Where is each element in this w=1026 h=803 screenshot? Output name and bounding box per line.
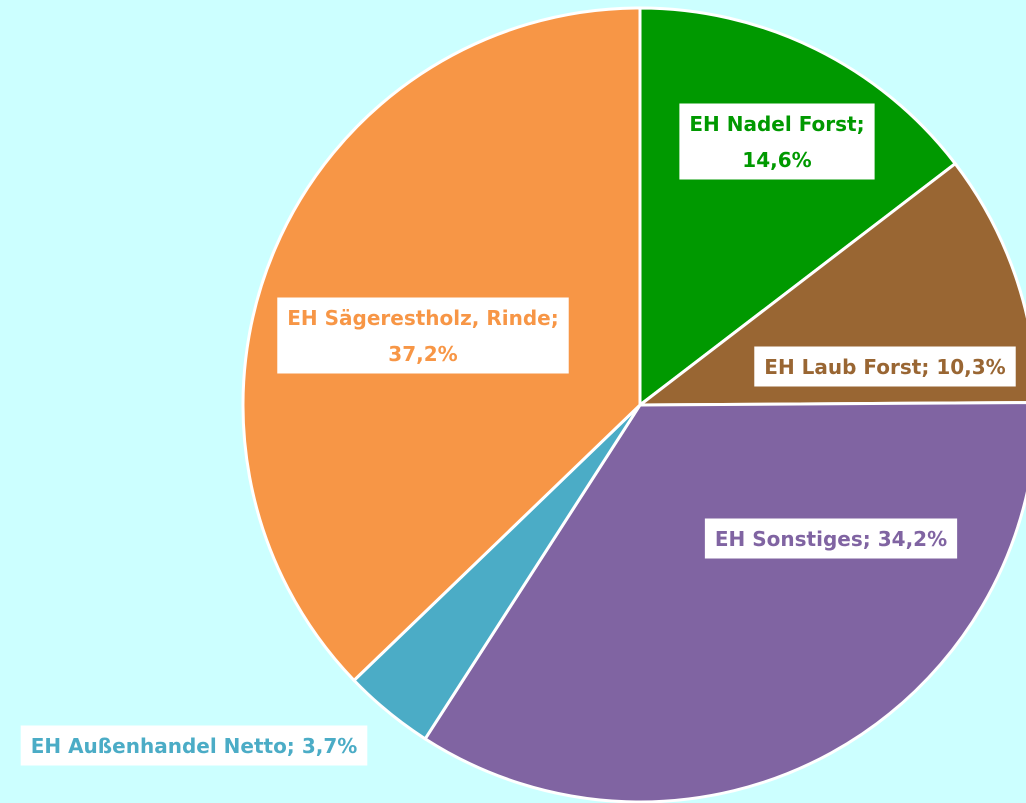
label-text: EH Sonstiges; 34,2% <box>715 527 947 551</box>
pie-slice <box>635 161 1026 407</box>
label-category: EH Sägerestholz, Rinde; <box>287 306 558 330</box>
label-category: EH Laub Forst; <box>764 355 929 379</box>
label-text: EH Sägerestholz, Rinde; 37,2% <box>287 306 558 366</box>
label-text: EH Laub Forst; 10,3% <box>764 355 1005 379</box>
label-value: 14,6% <box>742 148 811 172</box>
label-text: EH Außenhandel Netto; 3,7% <box>31 734 358 758</box>
label-category: EH Sonstiges; <box>715 527 871 551</box>
label-box <box>754 346 1016 387</box>
label-value: 34,2% <box>878 527 947 551</box>
label-box <box>704 518 958 559</box>
label-value: 10,3% <box>936 355 1005 379</box>
label-value: 37,2% <box>388 342 457 366</box>
data-label: EH Sägerestholz, Rinde; 37,2% <box>277 297 569 374</box>
data-label: EH Außenhandel Netto; 3,7% <box>20 725 368 766</box>
label-box <box>277 297 569 374</box>
data-label: EH Laub Forst; 10,3% <box>754 346 1016 387</box>
label-category: EH Nadel Forst; <box>689 112 864 136</box>
label-box <box>20 725 368 766</box>
data-label: EH Nadel Forst; 14,6% <box>679 103 875 180</box>
label-box <box>679 103 875 180</box>
data-label: EH Sonstiges; 34,2% <box>704 518 958 559</box>
label-category: EH Außenhandel Netto; <box>31 734 295 758</box>
pie-slice <box>423 401 1026 803</box>
label-text: EH Nadel Forst; 14,6% <box>689 112 864 172</box>
label-value: 3,7% <box>302 734 357 758</box>
